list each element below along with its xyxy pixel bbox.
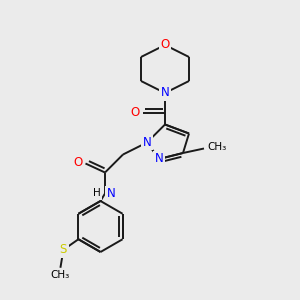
Text: N: N (106, 187, 116, 200)
Text: N: N (160, 86, 169, 100)
Text: N: N (154, 152, 164, 166)
Text: S: S (60, 243, 67, 256)
Text: O: O (130, 106, 140, 119)
Text: N: N (142, 136, 152, 149)
Text: O: O (74, 155, 82, 169)
Text: CH₃: CH₃ (208, 142, 227, 152)
Text: CH₃: CH₃ (51, 270, 70, 280)
Text: O: O (160, 38, 169, 52)
Text: H: H (93, 188, 101, 199)
